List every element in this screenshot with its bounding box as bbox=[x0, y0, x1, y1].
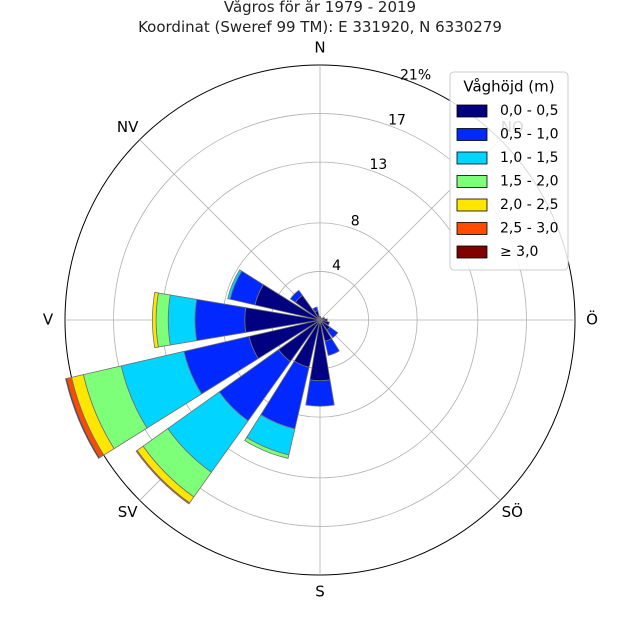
grid-spoke bbox=[319, 319, 501, 501]
legend-swatch bbox=[456, 104, 488, 118]
direction-label: Ö bbox=[586, 310, 598, 329]
chart-title: Vågros för år 1979 - 2019 bbox=[224, 0, 416, 16]
rose-bar-segment bbox=[324, 337, 340, 356]
legend-label: 0,5 - 1,0 bbox=[500, 127, 558, 143]
grid-spoke bbox=[139, 139, 321, 321]
legend-label: 1,5 - 2,0 bbox=[500, 174, 558, 190]
rose-bar-segment bbox=[289, 289, 303, 303]
rose-bar-segment bbox=[155, 292, 171, 348]
direction-label: SV bbox=[118, 503, 139, 521]
legend-label: 1,0 - 1,5 bbox=[500, 150, 558, 166]
chart-subtitle: Koordinat (Sweref 99 TM): E 331920, N 63… bbox=[138, 18, 502, 36]
legend-title: Våghöjd (m) bbox=[463, 78, 554, 96]
rose-bar-segment bbox=[326, 326, 339, 339]
radial-tick-label: 4 bbox=[332, 258, 341, 274]
direction-label: V bbox=[43, 311, 54, 329]
radial-tick-label: 21% bbox=[400, 67, 431, 83]
legend-swatch bbox=[456, 222, 488, 235]
legend-label: ≥ 3,0 bbox=[500, 244, 538, 260]
direction-label: N bbox=[314, 39, 325, 57]
radial-tick-label: 8 bbox=[351, 213, 360, 229]
legend-swatch bbox=[456, 198, 488, 212]
direction-label: S bbox=[315, 583, 325, 601]
legend-swatch bbox=[456, 128, 488, 141]
legend: Våghöjd (m) 0,0 - 0,5 0,5 - 1,0 1,0 - 1,5 1… bbox=[449, 71, 569, 271]
direction-label: SÖ bbox=[502, 502, 523, 521]
legend-swatch bbox=[456, 151, 488, 165]
legend-items: 0,0 - 0,5 0,5 - 1,0 1,0 - 1,5 1,5 - 2,0 2,0 … bbox=[456, 103, 558, 260]
legend-swatch bbox=[456, 245, 488, 259]
radial-tick-labels: 4 8 13 17 21% bbox=[332, 67, 431, 274]
rose-bar-segment bbox=[319, 318, 328, 322]
rose-bar-segment bbox=[65, 377, 101, 459]
rose-bar-segment bbox=[227, 269, 243, 300]
rose-bar-segment bbox=[305, 379, 335, 407]
rose-bar-segment bbox=[312, 306, 319, 313]
rose-bar-segment bbox=[194, 298, 247, 342]
rose-bar-segment bbox=[244, 436, 290, 459]
legend-label: 0,0 - 0,5 bbox=[500, 103, 558, 119]
rose-bar-segment bbox=[135, 449, 191, 505]
rose-bar-segment bbox=[152, 291, 159, 349]
radial-tick-label: 17 bbox=[388, 112, 406, 128]
rose-bars bbox=[65, 269, 340, 505]
legend-frame bbox=[449, 71, 569, 271]
legend-label: 2,5 - 3,0 bbox=[500, 221, 558, 237]
legend-swatch bbox=[456, 175, 488, 188]
radial-tick-label: 13 bbox=[369, 157, 387, 173]
rose-bar-segment bbox=[167, 294, 198, 346]
direction-label: NV bbox=[117, 118, 139, 136]
legend-label: 2,0 - 2,5 bbox=[500, 197, 558, 213]
